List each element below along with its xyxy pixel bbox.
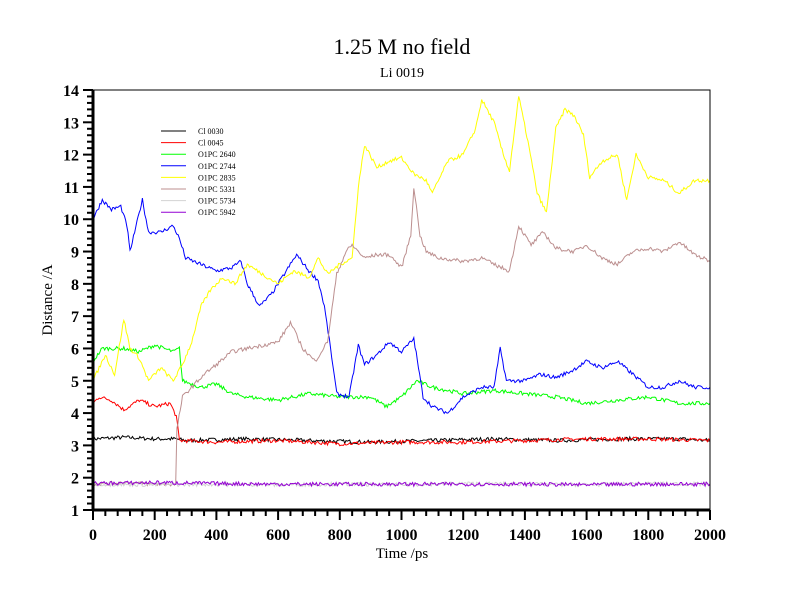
y-tick-label: 6	[71, 341, 79, 358]
series-line-o1pc-2640	[92, 344, 711, 409]
y-tick-label: 4	[71, 406, 79, 423]
y-tick-label: 1	[71, 503, 79, 520]
legend: Cl 0030 Cl 0045 O1PC 2640 O1PC 2744 O1PC 283…	[161, 127, 236, 217]
legend-label: Cl 0030	[198, 127, 224, 136]
y-axis-label: Distance /A	[40, 264, 56, 335]
legend-label: O1PC 2640	[198, 150, 236, 159]
y-tick-label: 10	[63, 212, 79, 229]
y-tick-label: 3	[71, 438, 79, 455]
series-line-cl-0045	[92, 396, 711, 447]
legend-label: O1PC 5942	[198, 208, 236, 217]
y-tick-label: 12	[63, 148, 79, 165]
y-tick-label: 14	[63, 83, 79, 100]
axes: 0 200 400 600 800 1000 1200 1400 1600 1800 2000123…	[63, 83, 726, 544]
x-tick-label: 2000	[694, 527, 726, 544]
series-line-o1pc-2744	[92, 197, 711, 415]
y-tick-label: 9	[71, 245, 79, 262]
plot-frame	[92, 89, 711, 511]
x-tick-label: 1800	[632, 527, 664, 544]
y-tick-label: 13	[63, 115, 79, 132]
series-lines	[92, 96, 711, 488]
legend-label: O1PC 2744	[198, 162, 236, 171]
x-tick-label: 600	[266, 527, 290, 544]
x-tick-label: 1600	[571, 527, 603, 544]
y-tick-label: 2	[71, 471, 79, 488]
series-line-o1pc-5942	[92, 480, 711, 488]
legend-label: Cl 0045	[198, 139, 224, 148]
x-tick-label: 1400	[509, 527, 541, 544]
series-line-o1pc-2835	[92, 96, 711, 383]
x-tick-label: 1200	[447, 527, 479, 544]
y-tick-label: 11	[64, 180, 79, 197]
series-line-o1pc-5331	[92, 188, 711, 487]
y-tick-label: 5	[71, 374, 79, 391]
x-tick-label: 800	[328, 527, 352, 544]
chart-subtitle: Li 0019	[380, 66, 424, 81]
y-tick-label: 8	[71, 277, 79, 294]
legend-label: O1PC 5331	[198, 185, 236, 194]
legend-label: O1PC 5734	[198, 197, 236, 206]
chart-title: 1.25 M no field	[334, 34, 471, 59]
x-tick-label: 1000	[386, 527, 418, 544]
x-axis-label: Time /ps	[376, 546, 429, 562]
x-tick-label: 200	[143, 527, 167, 544]
legend-label: O1PC 2835	[198, 173, 236, 182]
x-tick-label: 0	[89, 527, 97, 544]
y-tick-label: 7	[71, 309, 79, 326]
x-tick-label: 400	[204, 527, 228, 544]
